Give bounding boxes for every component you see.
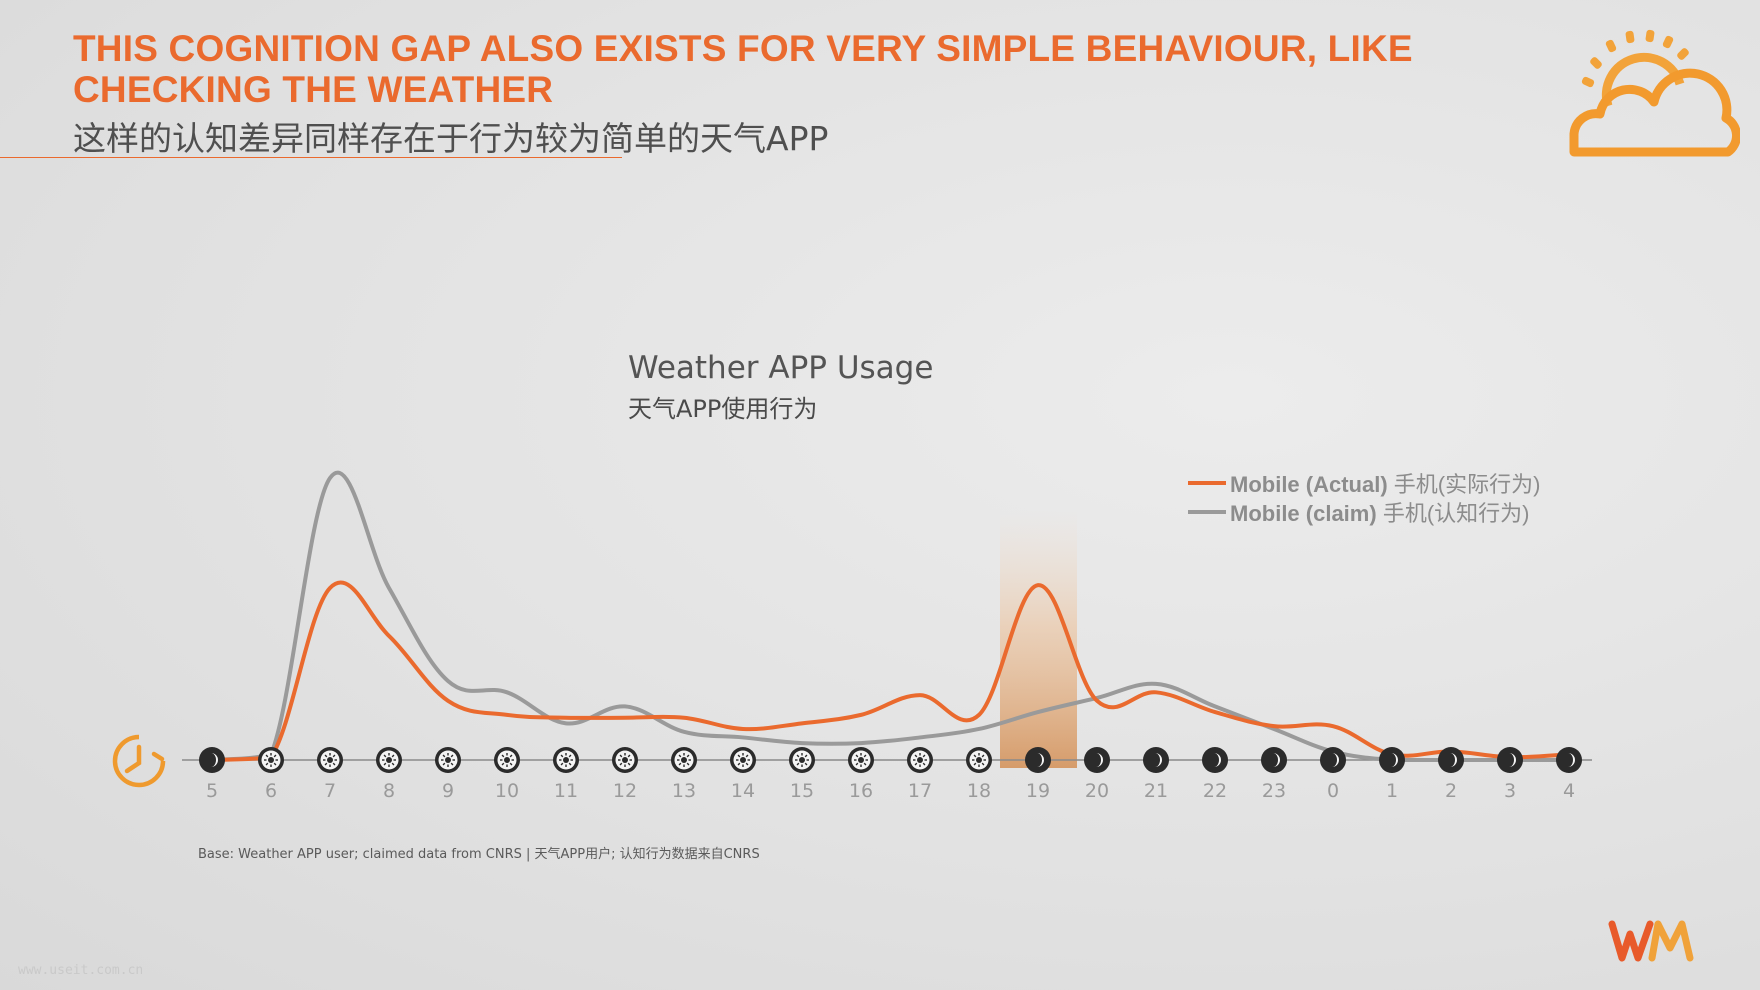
moon-icon	[1202, 747, 1228, 773]
sun-icon	[553, 747, 579, 773]
legend-item-claim: Mobile (claim) 手机(认知行为)	[1188, 497, 1540, 526]
sun-behind-cloud-icon	[1569, 29, 1740, 157]
x-tick-label: 14	[731, 780, 755, 802]
sun-icon	[730, 747, 756, 773]
series-line-actual	[211, 580, 1570, 762]
legend-name-actual: Mobile (Actual)	[1230, 471, 1388, 497]
moon-icon	[1320, 747, 1346, 773]
moon-icon	[1143, 747, 1169, 773]
title-underline	[0, 157, 622, 158]
moon-icon	[1379, 747, 1405, 773]
x-tick-label: 15	[790, 780, 814, 802]
sun-icon	[907, 747, 933, 773]
x-tick-label: 12	[613, 780, 637, 802]
moon-icon	[1556, 747, 1582, 773]
sun-icon	[494, 747, 520, 773]
x-tick-label: 6	[265, 780, 277, 802]
x-tick-label: 22	[1203, 780, 1227, 802]
x-tick-label: 10	[495, 780, 519, 802]
x-tick-label: 16	[849, 780, 873, 802]
x-tick-label: 11	[554, 780, 578, 802]
wm-logo-icon	[1608, 920, 1694, 962]
watermark: www.useit.com.cn	[18, 963, 144, 978]
slide-title-cn: 这样的认知差异同样存在于行为较为简单的天气APP	[73, 119, 829, 158]
x-tick-label: 20	[1085, 780, 1109, 802]
x-tick-label: 0	[1327, 780, 1339, 802]
sun-icon	[671, 747, 697, 773]
moon-icon	[1025, 747, 1051, 773]
moon-icon	[1497, 747, 1523, 773]
legend-item-actual: Mobile (Actual) 手机(实际行为)	[1188, 468, 1540, 497]
x-tick-label: 19	[1026, 780, 1050, 802]
sun-icon	[612, 747, 638, 773]
x-tick-label: 3	[1504, 780, 1516, 802]
moon-icon	[199, 747, 225, 773]
x-tick-label: 1	[1386, 780, 1398, 802]
moon-icon	[1261, 747, 1287, 773]
moon-icon	[1084, 747, 1110, 773]
x-tick-label: 23	[1262, 780, 1286, 802]
x-tick-label: 9	[442, 780, 454, 802]
sun-icon	[435, 747, 461, 773]
highlight-band	[1000, 510, 1077, 768]
x-tick-label: 5	[206, 780, 218, 802]
legend-swatch-claim	[1188, 509, 1226, 514]
legend-label-actual: Mobile (Actual) 手机(实际行为)	[1230, 467, 1540, 499]
legend-swatch-actual	[1188, 480, 1226, 485]
x-tick-label: 17	[908, 780, 932, 802]
footnote: Base: Weather APP user; claimed data fro…	[198, 847, 760, 862]
sun-icon	[258, 747, 284, 773]
legend-name-cn-claim: 手机(认知行为)	[1382, 500, 1530, 526]
x-tick-label: 21	[1144, 780, 1168, 802]
x-tick-label: 4	[1563, 780, 1575, 802]
legend-name-claim: Mobile (claim)	[1230, 500, 1377, 526]
clock-icon	[112, 734, 166, 788]
x-tick-label: 7	[324, 780, 336, 802]
x-tick-label: 2	[1445, 780, 1457, 802]
x-tick-label: 18	[967, 780, 991, 802]
moon-icon	[1438, 747, 1464, 773]
x-tick-label: 13	[672, 780, 696, 802]
legend-name-cn-actual: 手机(实际行为)	[1393, 471, 1541, 497]
x-tick-label: 8	[383, 780, 395, 802]
chart-subtitle: 天气APP使用行为	[628, 395, 818, 423]
chart-title: Weather APP Usage	[628, 350, 934, 386]
series-line-claim	[211, 470, 1569, 763]
sun-icon	[966, 747, 992, 773]
sun-icon	[789, 747, 815, 773]
chart-legend: Mobile (Actual) 手机(实际行为) Mobile (claim) …	[1188, 468, 1540, 526]
sun-icon	[848, 747, 874, 773]
legend-label-claim: Mobile (claim) 手机(认知行为)	[1230, 496, 1529, 528]
slide-title-en: THIS COGNITION GAP ALSO EXISTS FOR VERY …	[73, 28, 1413, 110]
sun-icon	[376, 747, 402, 773]
sun-icon	[317, 747, 343, 773]
